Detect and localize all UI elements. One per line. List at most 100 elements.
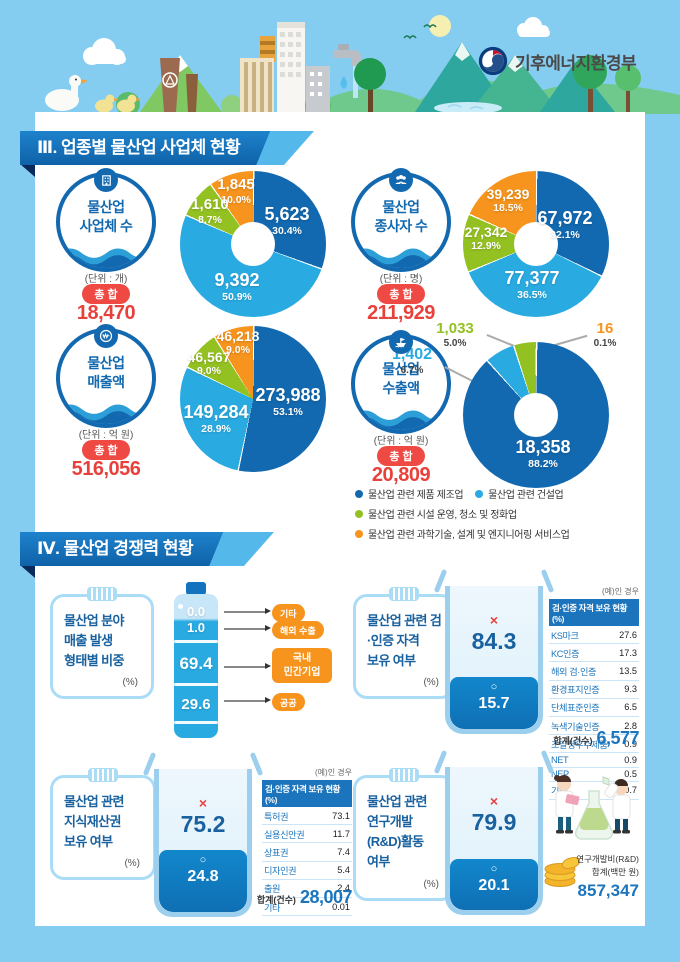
section-4-banner: Ⅳ. 물산업 경쟁력 현황: [20, 532, 223, 579]
badge-title: 물산업 종사자 수: [374, 199, 428, 234]
sales-pie: 273,988 53.1% 149,284 28.9% 46,567 9.0% 46,…: [180, 326, 326, 472]
slice-label: 273,988 53.1%: [255, 385, 321, 418]
bottle-value: 0.0: [186, 604, 206, 619]
total-badge: 총 합: [345, 446, 457, 466]
panel-title: 물산업 관련 지식재산권 보유 여부: [64, 794, 124, 850]
table-header: 검·인증 자격 보유 현황(%): [549, 599, 639, 626]
panel-unit: (%): [122, 677, 138, 689]
no-mark: ×: [198, 795, 208, 811]
chart-legend: 물산업 관련 제품 제조업 물산업 관련 건설업 물산업 관련 시설 운영, 청…: [355, 486, 641, 546]
section-4-title: Ⅳ. 물산업 경쟁력 현황: [20, 532, 223, 566]
slice-label: 1,610 8.7%: [191, 196, 229, 226]
no-percent: 79.9: [471, 809, 517, 835]
panel-title: 물산업 관련 연구개발 (R&D)활동 여부: [367, 794, 427, 870]
segment-badge-overseas: 해외 수출: [272, 621, 324, 639]
legend-color-dot: [475, 489, 484, 498]
table-row: 조달청우수제품 0.9: [549, 735, 639, 754]
bottle-cap: [186, 582, 206, 595]
legend-item: 물산업 관련 과학기술, 설계 및 엔지니어링 서비스업: [355, 526, 570, 541]
total-badge: 총 합: [50, 284, 162, 304]
legend-color-dot: [355, 489, 363, 498]
unit-label: (단위 : 억 원): [78, 430, 134, 441]
legend-label: 물산업 관련 건설업: [488, 490, 564, 501]
ip-table: (예)인 경우 검·인증 자격 보유 현황(%) 특허권 73.1 실용신안권 …: [262, 767, 352, 917]
yes-mark: ○: [490, 680, 498, 693]
table-row: KS마크 27.6: [549, 626, 639, 645]
yes-percent: 24.8: [187, 867, 219, 885]
table-header: 검·인증 자격 보유 현황(%): [262, 780, 352, 807]
no-mark: ×: [489, 612, 499, 628]
bottle-chart: 0.0 1.0 69.4 29.6: [172, 582, 220, 740]
callout-blue: 1,402 6.7%: [391, 346, 433, 377]
pointer-line: [224, 697, 271, 703]
panel-title: 물산업 관련 검·인증 자격 보유 여부: [367, 613, 442, 669]
chart-group-business-count: 물산업 사업체 수 (단위 : 개) 총 합 18,470 5,623 30.4% …: [50, 168, 335, 324]
total-value: 20,809: [371, 464, 431, 486]
slice-label: 46,567 9.0%: [187, 349, 231, 378]
legend-item: 물산업 관련 시설 운영, 청소 및 정화업: [355, 506, 517, 521]
wave-decoration: [355, 248, 447, 268]
legend-item: 물산업 관련 건설업: [475, 486, 564, 501]
yes-mark: ○: [199, 853, 207, 866]
panel-title-box: 물산업 분야 매출 발생 형태별 비중 (%): [50, 594, 154, 700]
bottle-groove: [174, 683, 218, 686]
banner-fold: [20, 164, 35, 177]
total-value: 18,470: [76, 302, 136, 324]
table-total: 합계(건수) 6,577: [553, 728, 639, 748]
bottle-body: [174, 594, 218, 738]
total-badge: 총 합: [345, 284, 457, 304]
slice-label: 39,239 18.5%: [486, 186, 530, 215]
legend-color-dot: [355, 509, 363, 518]
section-3-title: Ⅲ. 업종별 물산업 사업체 현황: [20, 131, 270, 165]
bottle-groove: [174, 640, 218, 643]
panel-rnd: 물산업 관련 연구개발 (R&D)활동 여부 (%) × 79.9 ○ 20.1: [345, 749, 640, 925]
pointer-line: [224, 663, 271, 669]
table-note: (예)인 경우: [315, 768, 352, 777]
bottle-value: 69.4: [179, 654, 213, 673]
total-badge: 총 합: [50, 440, 162, 460]
table-row: 녹색기술인증 2.8: [549, 717, 639, 736]
bottle-value: 29.6: [181, 696, 211, 713]
wave-decoration: [60, 404, 152, 424]
table-body: 특허권 73.1 실용신안권 11.7 상표권 7.4 디자인권: [262, 807, 352, 917]
beaker-liquid: ○ 20.1: [450, 859, 538, 910]
table-row: 상표권 7.4: [262, 843, 352, 862]
building-icon: [94, 168, 118, 192]
table-row: 출원 2.4: [262, 880, 352, 898]
legend-label: 물산업 관련 과학기술, 설계 및 엔지니어링 서비스업: [368, 530, 570, 541]
chart-group-workers: 물산업 종사자 수 (단위 : 명) 총 합 211,929 67,972 32.1…: [345, 168, 640, 324]
slice-label: 5,623 30.4%: [264, 204, 310, 237]
table-row: KC인증 17.3: [549, 644, 639, 663]
pointer-line: [224, 608, 271, 614]
table-row: 환경표지인증 9.3: [549, 681, 639, 699]
rnd-total-block: 연구개발비(R&D) 합계(백만 원) 857,347: [573, 853, 639, 901]
panel-title-box: 물산업 관련 검·인증 자격 보유 여부 (%): [353, 594, 455, 700]
slice-label: 1,845 10.0%: [217, 176, 255, 206]
no-mark: ×: [489, 793, 499, 809]
legend-label: 물산업 관련 시설 운영, 청소 및 정화업: [368, 510, 517, 521]
coins-icon: [544, 856, 581, 887]
legend-color-dot: [355, 529, 363, 538]
exports-donut: 18,358 88.2%: [463, 342, 609, 488]
segment-badge-public: 공공: [272, 693, 305, 711]
wave-decoration: [355, 410, 447, 430]
table-total: 합계(건수) 28,007: [256, 887, 353, 907]
no-percent: 84.3: [471, 628, 517, 654]
slice-label: 77,377 36.5%: [504, 268, 560, 301]
pointer-line: [224, 625, 271, 631]
table-row: 단체표준인증 6.5: [549, 699, 639, 717]
table-row: 디자인권 5.4: [262, 862, 352, 880]
callout-green: 1,033 5.0%: [436, 320, 474, 350]
segment-badge-domestic-private: 국내 민간기업: [272, 648, 332, 683]
ship-icon: [389, 330, 413, 354]
scientists-illustration: [554, 775, 631, 840]
table-row: 해외 검·인증 13.5: [549, 662, 639, 681]
ip-beaker: × 75.2 ○ 24.8: [142, 751, 264, 917]
rnd-total-label-2: 합계(백만 원): [591, 866, 639, 877]
rnd-beaker: × 79.9 ○ 20.1: [433, 749, 555, 915]
slice-label: 46,218 9.0%: [216, 328, 260, 357]
panel-ip: 물산업 관련 지식재산권 보유 여부 (%) × 75.2 ○ 24.8 (예)…: [50, 751, 353, 925]
panel-title: 물산업 분야 매출 발생 형태별 비중: [64, 613, 124, 669]
slice-label: 149,284 28.9%: [183, 402, 249, 435]
workers-icon: [389, 168, 413, 192]
